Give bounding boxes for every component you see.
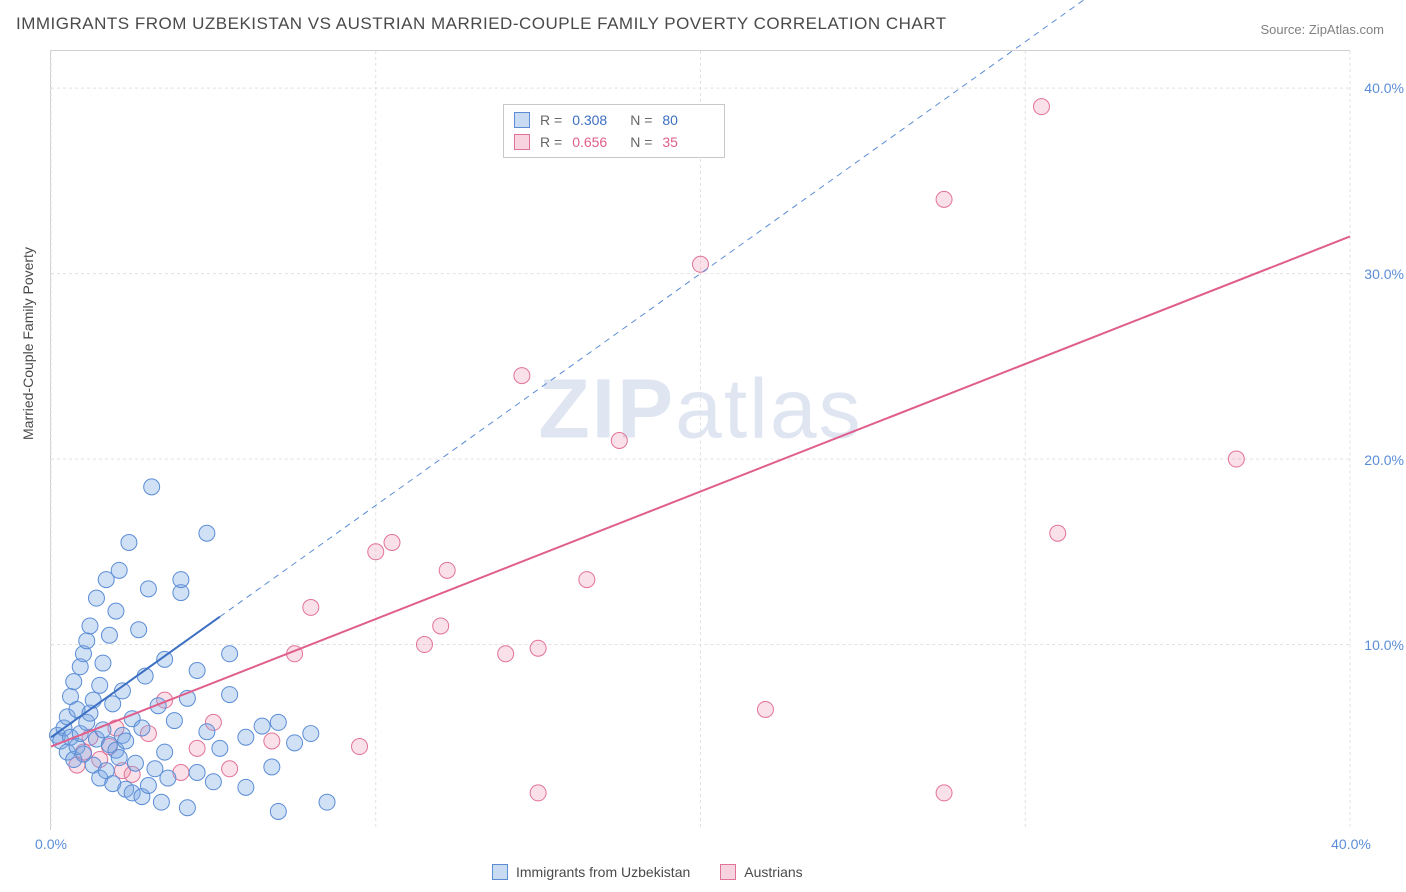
data-point	[140, 777, 156, 793]
data-point	[88, 590, 104, 606]
data-point	[118, 733, 134, 749]
swatch-pink-icon	[720, 864, 736, 880]
data-point	[611, 433, 627, 449]
data-point	[319, 794, 335, 810]
legend-label: Immigrants from Uzbekistan	[516, 864, 690, 880]
swatch-blue-icon	[514, 112, 530, 128]
stats-row-uzbekistan: R =0.308 N =80	[514, 109, 710, 131]
data-point	[530, 640, 546, 656]
data-point	[416, 637, 432, 653]
y-axis-label: Married-Couple Family Poverty	[20, 247, 36, 440]
data-point	[514, 368, 530, 384]
data-point	[287, 735, 303, 751]
y-tick-label: 30.0%	[1364, 266, 1404, 282]
y-tick-label: 20.0%	[1364, 452, 1404, 468]
chart-title: IMMIGRANTS FROM UZBEKISTAN VS AUSTRIAN M…	[16, 14, 947, 34]
data-point	[189, 740, 205, 756]
data-point	[498, 646, 514, 662]
data-point	[92, 677, 108, 693]
data-point	[199, 724, 215, 740]
data-point	[205, 774, 221, 790]
data-point	[189, 765, 205, 781]
data-point	[1050, 525, 1066, 541]
data-point	[160, 770, 176, 786]
data-point	[140, 581, 156, 597]
data-point	[134, 720, 150, 736]
data-point	[111, 750, 127, 766]
data-point	[222, 761, 238, 777]
data-point	[101, 627, 117, 643]
legend-item-austrians: Austrians	[720, 864, 802, 880]
data-point	[936, 191, 952, 207]
y-tick-label: 10.0%	[1364, 637, 1404, 653]
data-point	[144, 479, 160, 495]
legend-item-uzbekistan: Immigrants from Uzbekistan	[492, 864, 690, 880]
data-point	[166, 713, 182, 729]
data-point	[157, 744, 173, 760]
data-point	[222, 687, 238, 703]
data-point	[579, 572, 595, 588]
plot-area: ZIPatlas 10.0%20.0%30.0%40.0% 0.0%40.0% …	[50, 50, 1350, 830]
data-point	[108, 603, 124, 619]
data-point	[530, 785, 546, 801]
data-point	[179, 800, 195, 816]
data-point	[384, 535, 400, 551]
stats-row-austrians: R =0.656 N =35	[514, 131, 710, 153]
x-tick-label: 0.0%	[35, 836, 67, 852]
data-point	[238, 729, 254, 745]
data-point	[153, 794, 169, 810]
swatch-blue-icon	[492, 864, 508, 880]
data-point	[82, 618, 98, 634]
data-point	[189, 663, 205, 679]
data-point	[111, 562, 127, 578]
data-point	[303, 726, 319, 742]
data-point	[270, 714, 286, 730]
chart-svg	[51, 51, 1350, 830]
data-point	[303, 599, 319, 615]
data-point	[173, 572, 189, 588]
data-point	[352, 739, 368, 755]
legend-label: Austrians	[744, 864, 802, 880]
data-point	[131, 622, 147, 638]
data-point	[254, 718, 270, 734]
data-point	[199, 525, 215, 541]
data-point	[127, 755, 143, 771]
data-point	[433, 618, 449, 634]
data-point	[95, 655, 111, 671]
data-point	[1033, 99, 1049, 115]
data-point	[121, 535, 137, 551]
x-tick-label: 40.0%	[1331, 836, 1371, 852]
data-point	[66, 674, 82, 690]
stats-legend: R =0.308 N =80 R =0.656 N =35	[503, 104, 725, 158]
data-point	[212, 740, 228, 756]
swatch-pink-icon	[514, 134, 530, 150]
bottom-legend: Immigrants from Uzbekistan Austrians	[492, 864, 803, 880]
y-tick-label: 40.0%	[1364, 80, 1404, 96]
data-point	[757, 701, 773, 717]
data-point	[368, 544, 384, 560]
data-point	[238, 779, 254, 795]
data-point	[1228, 451, 1244, 467]
data-point	[222, 646, 238, 662]
data-point	[439, 562, 455, 578]
source-label: Source: ZipAtlas.com	[1260, 22, 1384, 37]
trend-line	[220, 0, 1090, 617]
data-point	[936, 785, 952, 801]
data-point	[79, 633, 95, 649]
data-point	[85, 692, 101, 708]
data-point	[264, 733, 280, 749]
data-point	[264, 759, 280, 775]
data-point	[270, 803, 286, 819]
